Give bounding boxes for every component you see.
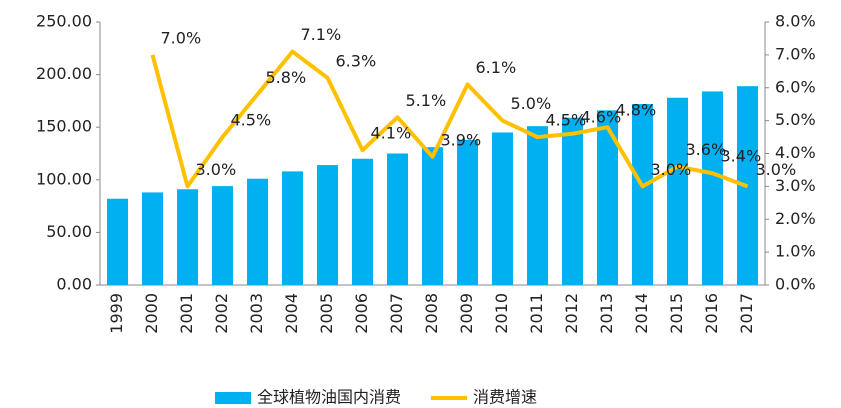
data-label: 7.1% (301, 25, 342, 44)
data-label: 3.0% (651, 160, 692, 179)
y2-tick-label: 6.0% (775, 77, 816, 96)
bar (352, 158, 373, 285)
data-label: 4.5% (231, 111, 272, 130)
y2-tick-label: 1.0% (775, 242, 816, 261)
x-tick-label: 2007 (387, 293, 406, 334)
x-tick-label: 2005 (317, 293, 336, 334)
x-tick-label: 2008 (422, 293, 441, 334)
bar (702, 91, 723, 285)
x-tick-label: 2015 (667, 293, 686, 334)
x-tick-label: 2006 (352, 293, 371, 334)
y2-tick-label: 0.0% (775, 275, 816, 294)
data-label: 6.3% (336, 51, 377, 70)
bar (107, 198, 128, 285)
x-tick-label: 1999 (107, 293, 126, 334)
y2-tick-label: 5.0% (775, 110, 816, 129)
bar (667, 97, 688, 285)
x-tick-label: 2001 (177, 293, 196, 334)
y2-tick-label: 4.0% (775, 143, 816, 162)
legend-label: 全球植物油国内消费 (257, 388, 401, 407)
y2-tick-label: 7.0% (775, 44, 816, 63)
data-label: 5.1% (406, 91, 447, 110)
line (150, 49, 749, 189)
bar (492, 132, 513, 285)
x-tick-label: 2017 (737, 293, 756, 334)
y2-tick-label: 3.0% (775, 176, 816, 195)
x-tick-label: 2010 (492, 293, 511, 334)
data-label: 3.9% (441, 130, 482, 149)
y-tick-label: 250.00 (36, 12, 92, 31)
x-tick-label: 2004 (282, 293, 301, 334)
legend-swatch (215, 392, 251, 404)
y-tick-label: 0.00 (56, 275, 92, 294)
x-tick-label: 2014 (632, 293, 651, 334)
bar (387, 153, 408, 285)
data-label: 5.0% (511, 94, 552, 113)
bar (247, 178, 268, 285)
x-tick-label: 2012 (562, 293, 581, 334)
bar (317, 165, 338, 285)
x-tick-label: 2009 (457, 293, 476, 334)
bar (632, 104, 653, 285)
y-tick-label: 150.00 (36, 117, 92, 136)
x-tick-label: 2016 (702, 293, 721, 334)
y2-tick-label: 8.0% (775, 12, 816, 31)
data-label: 3.4% (721, 147, 762, 166)
x-tick-label: 2002 (212, 293, 231, 334)
data-label: 7.0% (161, 28, 202, 47)
bar (422, 147, 443, 285)
bar (177, 189, 198, 285)
y2-tick-label: 2.0% (775, 209, 816, 228)
bar (142, 192, 163, 285)
bar (457, 139, 478, 285)
data-label: 5.8% (266, 68, 307, 87)
y-tick-label: 100.00 (36, 169, 92, 188)
x-tick-label: 2013 (597, 293, 616, 334)
y-tick-label: 50.00 (46, 222, 92, 241)
bar (562, 117, 583, 286)
data-label: 3.0% (756, 160, 797, 179)
data-label: 4.8% (616, 101, 657, 120)
bar (527, 126, 548, 285)
data-label: 4.6% (581, 107, 622, 126)
bar (212, 186, 233, 285)
data-label: 3.0% (196, 160, 237, 179)
y-tick-label: 200.00 (36, 64, 92, 83)
data-label: 6.1% (476, 58, 517, 77)
data-label: 4.1% (371, 124, 412, 143)
x-tick-label: 2000 (142, 293, 161, 334)
data-label: 4.5% (546, 111, 587, 130)
data-label: 3.6% (686, 140, 727, 159)
bar (597, 110, 618, 285)
x-tick-label: 2011 (527, 293, 546, 334)
legend-label: 消费增速 (473, 388, 537, 407)
bar (282, 171, 303, 285)
x-tick-label: 2003 (247, 293, 266, 334)
